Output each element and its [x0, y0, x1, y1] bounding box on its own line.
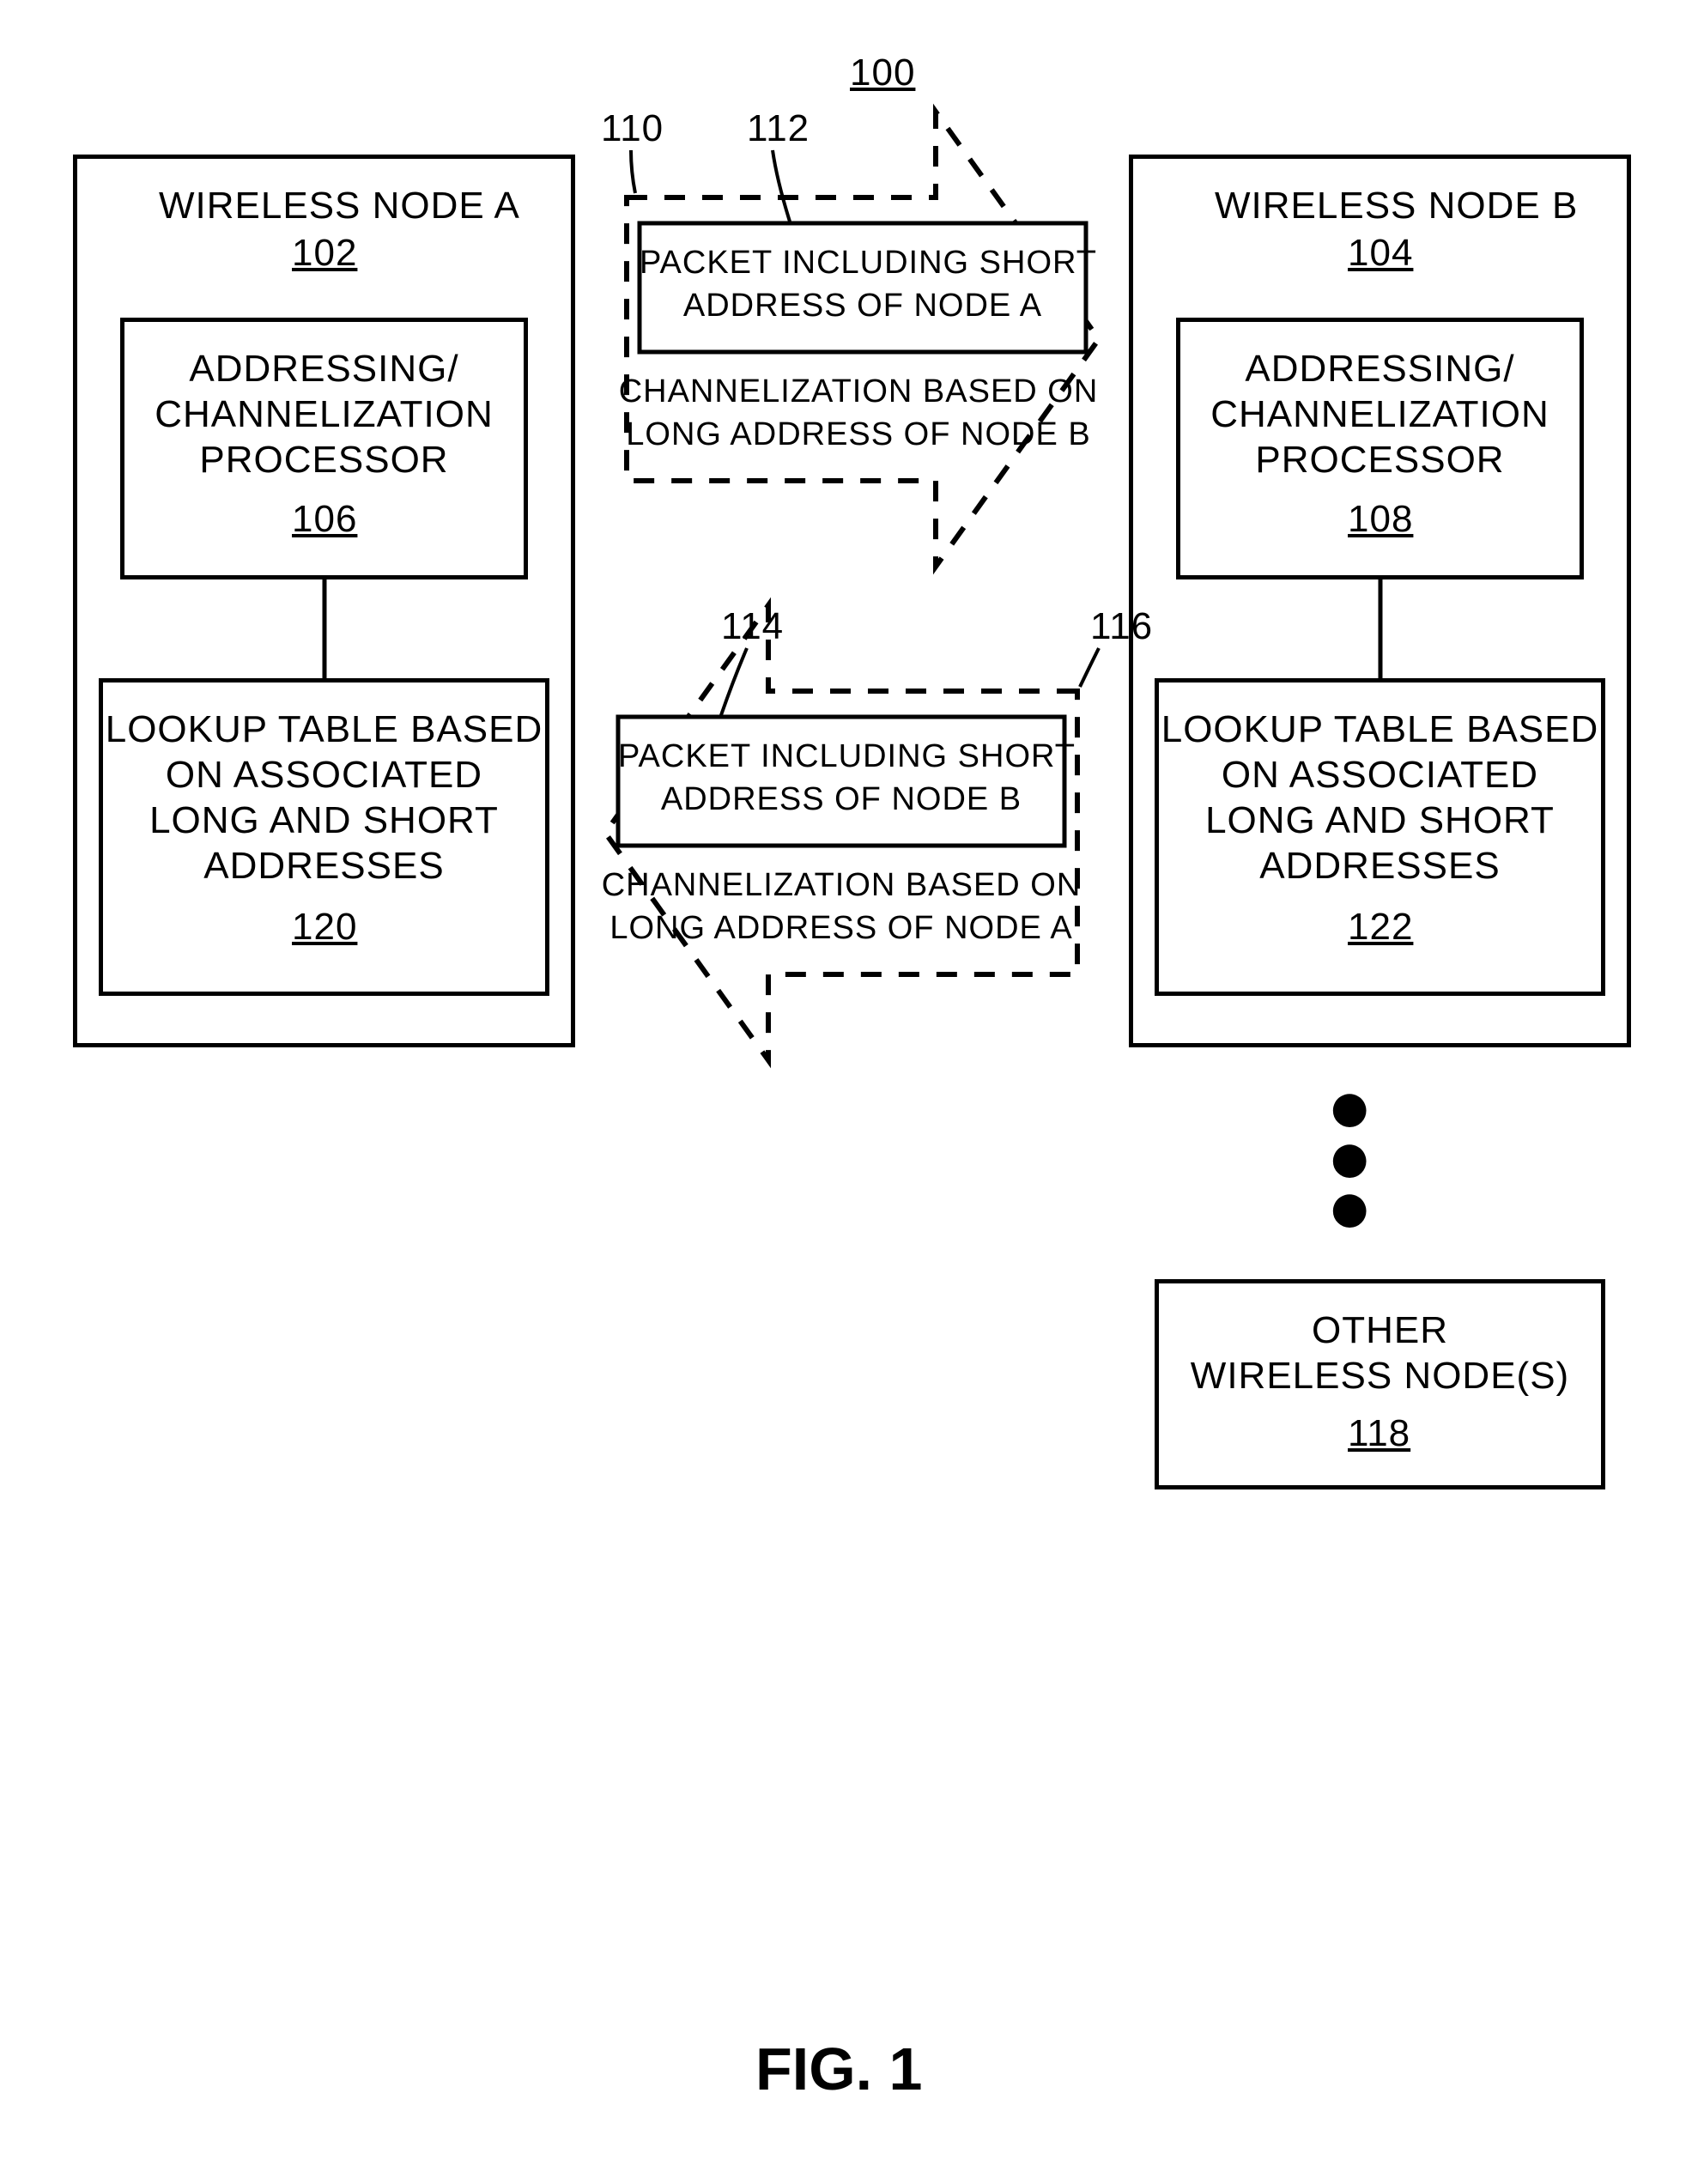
arrow-l-packet-l2: ADDRESS OF NODE B [618, 781, 1064, 819]
node-b-lut-l2: ON ASSOCIATED [1155, 754, 1605, 798]
system-ref: 100 [850, 52, 915, 95]
arrow-l-ref: 116 [1090, 605, 1153, 649]
node-b-title: WIRELESS NODE B [1215, 185, 1545, 228]
node-b-proc-l2: CHANNELIZATION [1176, 393, 1584, 437]
node-a-lut-ref: 120 [292, 906, 357, 949]
node-a-proc-l2: CHANNELIZATION [120, 393, 528, 437]
node-b-proc-ref: 108 [1348, 498, 1413, 542]
node-a-proc-l1: ADDRESSING/ [120, 348, 528, 391]
node-b-proc-l3: PROCESSOR [1176, 439, 1584, 482]
other-l1: OTHER [1155, 1309, 1605, 1353]
node-b-proc-l1: ADDRESSING/ [1176, 348, 1584, 391]
node-a-proc-ref: 106 [292, 498, 357, 542]
arrow-r-chan-l1: CHANNELIZATION BASED ON [618, 373, 1099, 411]
arrow-r-chan-l2: LONG ADDRESS OF NODE B [618, 416, 1099, 454]
node-b-lut-ref: 122 [1348, 906, 1413, 949]
node-a-title: WIRELESS NODE A [159, 185, 489, 228]
diagram-canvas: 100 WIRELESS NODE A 102 ADDRESSING/ CHAN… [0, 0, 1704, 2184]
other-ref: 118 [1348, 1412, 1410, 1456]
arrow-l-chan-l1: CHANNELIZATION BASED ON [601, 867, 1082, 905]
arrow-r-ref: 110 [601, 107, 664, 151]
figure-label: FIG. 1 [755, 2035, 922, 2103]
node-b-lut-l4: ADDRESSES [1155, 845, 1605, 889]
arrow-l-chan-l2: LONG ADDRESS OF NODE A [601, 910, 1082, 948]
arrow-r-packet-l2: ADDRESS OF NODE A [640, 288, 1086, 325]
node-b-lut-l3: LONG AND SHORT [1155, 799, 1605, 843]
node-a-lut-l4: ADDRESSES [99, 845, 549, 889]
node-b-ref: 104 [1348, 232, 1413, 276]
arrow-r-packet-l1: PACKET INCLUDING SHORT [640, 245, 1086, 282]
arrow-r-packet-ref: 112 [747, 107, 810, 151]
node-a-proc-l3: PROCESSOR [120, 439, 528, 482]
ellipsis-icon: ●●● [1326, 1082, 1373, 1233]
other-l2: WIRELESS NODE(S) [1155, 1355, 1605, 1398]
node-a-lut-l2: ON ASSOCIATED [99, 754, 549, 798]
node-a-lut-l3: LONG AND SHORT [99, 799, 549, 843]
arrow-l-packet-l1: PACKET INCLUDING SHORT [618, 738, 1064, 776]
arrow-l-packet-ref: 114 [721, 605, 784, 649]
node-a-lut-l1: LOOKUP TABLE BASED [99, 708, 549, 752]
node-b-lut-l1: LOOKUP TABLE BASED [1155, 708, 1605, 752]
node-a-ref: 102 [292, 232, 357, 276]
